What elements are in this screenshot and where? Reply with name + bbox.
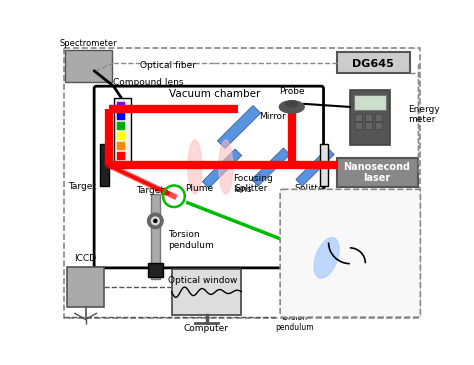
Text: ICCD: ICCD — [74, 254, 97, 263]
Bar — [374, 122, 383, 129]
Ellipse shape — [279, 101, 304, 113]
Bar — [337, 51, 410, 73]
Ellipse shape — [147, 213, 163, 228]
Bar — [320, 144, 328, 186]
Text: Nanosecond
laser: Nanosecond laser — [344, 162, 410, 183]
Polygon shape — [299, 215, 344, 255]
Bar — [355, 114, 362, 121]
Bar — [65, 50, 112, 82]
Text: Torsion
pendulum: Torsion pendulum — [275, 313, 313, 332]
FancyBboxPatch shape — [94, 86, 324, 268]
Polygon shape — [218, 105, 261, 149]
Text: Plume: Plume — [185, 184, 213, 193]
Ellipse shape — [285, 101, 298, 107]
Bar — [113, 98, 130, 163]
Text: DG645: DG645 — [352, 59, 394, 69]
Polygon shape — [296, 148, 334, 186]
Text: Vacuum chamber: Vacuum chamber — [169, 89, 260, 99]
Bar — [100, 144, 109, 186]
Bar — [67, 267, 104, 307]
Text: $\theta$: $\theta$ — [368, 272, 378, 286]
Ellipse shape — [188, 140, 202, 194]
Bar — [337, 158, 418, 187]
Bar — [172, 269, 241, 315]
Text: Target: Target — [330, 206, 358, 215]
FancyBboxPatch shape — [280, 189, 420, 317]
Bar — [350, 90, 390, 145]
Text: Spectrometer: Spectrometer — [60, 39, 118, 49]
Text: Probe: Probe — [279, 87, 305, 96]
Ellipse shape — [152, 217, 159, 225]
Text: Mirror: Mirror — [259, 112, 286, 122]
Bar — [374, 114, 383, 121]
Text: Optical window: Optical window — [168, 276, 237, 285]
Bar — [365, 122, 373, 129]
Bar — [354, 95, 386, 110]
Text: Target: Target — [68, 182, 96, 191]
Text: Target: Target — [136, 185, 164, 195]
Polygon shape — [252, 148, 290, 186]
Circle shape — [154, 219, 157, 222]
Text: Torsion
pendulum: Torsion pendulum — [168, 230, 213, 250]
Text: Compound lens: Compound lens — [113, 78, 183, 87]
Text: Splitter: Splitter — [294, 184, 328, 193]
Bar — [355, 122, 362, 129]
Text: Computer: Computer — [184, 324, 229, 333]
Text: Plume: Plume — [345, 259, 373, 268]
Text: Energy
meter: Energy meter — [408, 105, 440, 124]
Bar — [151, 194, 160, 278]
Text: Optical fiber: Optical fiber — [140, 61, 196, 70]
Polygon shape — [202, 149, 242, 188]
Ellipse shape — [219, 140, 233, 194]
Bar — [147, 263, 163, 277]
Text: Focusing
lens: Focusing lens — [234, 174, 273, 194]
Text: Splitter: Splitter — [235, 184, 268, 193]
Ellipse shape — [314, 238, 339, 278]
Text: Laser: Laser — [390, 229, 414, 238]
Bar — [292, 252, 307, 312]
Bar — [365, 114, 373, 121]
